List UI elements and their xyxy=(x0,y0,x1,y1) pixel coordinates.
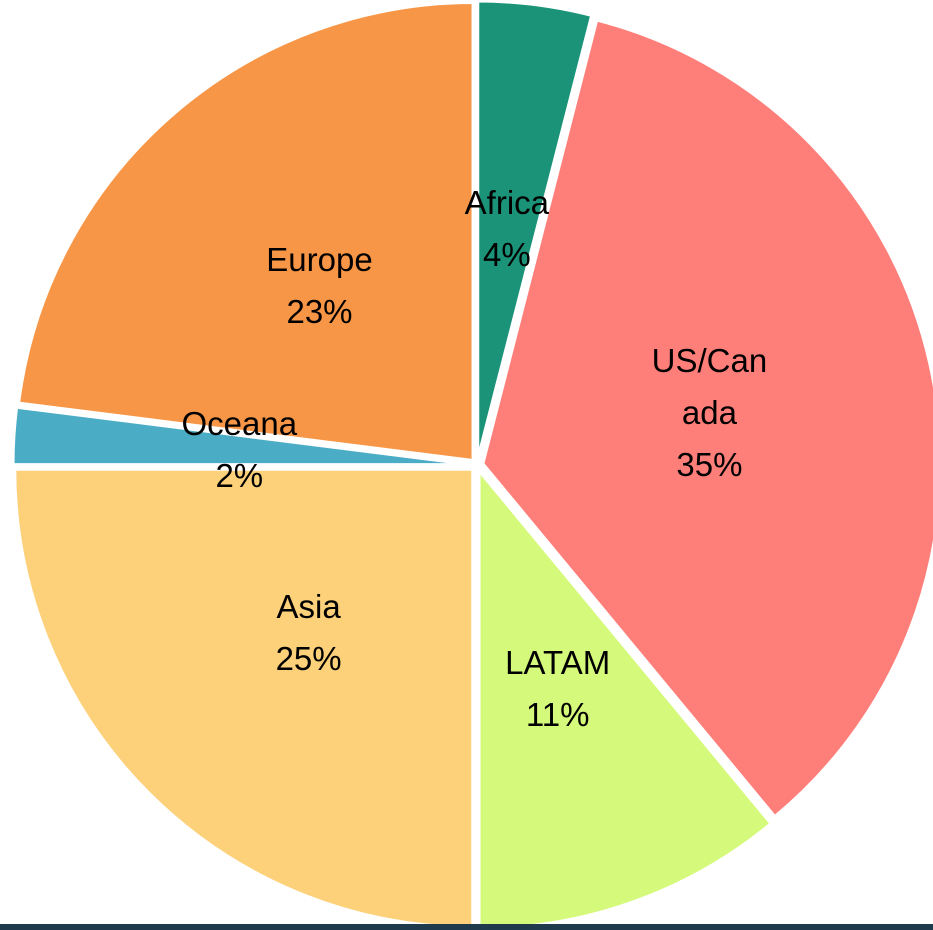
category-label: US/Canada xyxy=(651,342,768,432)
value-label: 25% xyxy=(275,640,342,678)
value-label: 11% xyxy=(525,696,590,734)
pie-slice xyxy=(13,467,475,929)
slice-label: Oceana 2% xyxy=(173,398,305,502)
category-label: Asia xyxy=(276,588,341,626)
slice-label: US/Canada 35% xyxy=(643,335,775,491)
category-label: LATAM xyxy=(505,644,611,682)
pie-slice xyxy=(476,0,594,460)
value-label: 4% xyxy=(482,235,531,273)
value-label: 2% xyxy=(215,457,264,495)
slice-label: Europe 23% xyxy=(254,234,386,338)
bottom-bar xyxy=(0,924,933,930)
slice-label: Africa 4% xyxy=(441,177,573,281)
category-label: Africa xyxy=(464,183,550,221)
pie-slice xyxy=(11,405,472,467)
slice-label: LATAM 11% xyxy=(492,637,624,741)
value-label: 35% xyxy=(676,446,743,484)
category-label: Europe xyxy=(266,241,373,279)
category-label: Oceana xyxy=(181,405,298,443)
pie-slice xyxy=(481,18,933,819)
slice-label: Asia 25% xyxy=(243,581,375,685)
pie-slice xyxy=(16,0,475,463)
value-label: 23% xyxy=(286,293,353,331)
